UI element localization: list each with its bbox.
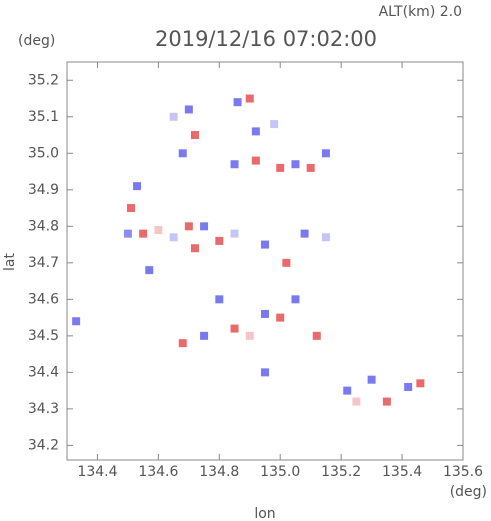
y-tick-label: 34.5 (28, 328, 59, 344)
echo-cell (245, 331, 254, 340)
y-tick-label: 35.0 (28, 145, 59, 161)
echo-cell (291, 295, 300, 304)
echo-cell (282, 258, 291, 267)
plot-frame (66, 61, 464, 461)
x-axis-label: lon (254, 506, 275, 521)
x-tick-label: 135.6 (443, 464, 483, 480)
echo-cell (200, 331, 209, 340)
echo-cell (184, 105, 193, 114)
echo-cell (312, 331, 321, 340)
echo-cell (215, 295, 224, 304)
echo-cell (133, 182, 142, 191)
echo-cell (154, 225, 163, 234)
echo-cell (200, 222, 209, 231)
x-tick-label: 134.8 (199, 464, 239, 480)
echo-cell (230, 229, 239, 238)
y-tick-label: 34.8 (28, 218, 59, 234)
echo-cell (184, 222, 193, 231)
altitude-label: ALT(km) 2.0 (379, 4, 462, 20)
echo-cell (291, 160, 300, 169)
echo-cell (251, 127, 260, 136)
echo-cell (178, 339, 187, 348)
y-tick-label: 34.6 (28, 291, 59, 307)
x-tick-label: 135.2 (321, 464, 361, 480)
echo-cell (321, 233, 330, 242)
echo-cell (367, 375, 376, 384)
echo-cell (169, 233, 178, 242)
echo-cell (416, 379, 425, 388)
echo-cell (145, 266, 154, 275)
echo-cell (123, 229, 132, 238)
echo-cell (382, 397, 391, 406)
y-tick-label: 34.7 (28, 255, 59, 271)
echo-cell (215, 236, 224, 245)
echo-cell (139, 229, 148, 238)
x-tick-label: 134.6 (138, 464, 178, 480)
y-tick-label: 35.2 (28, 72, 59, 88)
echo-cell (261, 368, 269, 377)
echo-cell (72, 317, 81, 326)
echo-cell (178, 149, 187, 158)
y-unit: (deg) (18, 33, 55, 49)
echo-cell (190, 131, 199, 140)
y-tick-label: 34.2 (28, 437, 59, 453)
chart-title: 2019/12/16 07:02:00 (155, 27, 377, 51)
echo-cell (404, 382, 413, 391)
echo-cell (233, 98, 242, 107)
echo-cell (169, 112, 178, 121)
echo-cell (343, 386, 352, 395)
y-tick-label: 34.9 (28, 182, 59, 198)
echo-cell (321, 149, 330, 158)
echo-cell (306, 163, 315, 172)
y-tick-label: 34.3 (28, 401, 59, 417)
echo-cell (126, 204, 135, 213)
echo-cell (261, 240, 269, 249)
x-unit: (deg) (450, 484, 487, 500)
echo-cell (245, 94, 254, 103)
echo-cell (230, 160, 239, 169)
echo-cell (230, 324, 239, 333)
y-tick-label: 34.4 (28, 364, 59, 380)
x-tick-label: 134.4 (77, 464, 117, 480)
y-axis-label: lat (2, 253, 18, 271)
y-tick-label: 35.1 (28, 109, 59, 125)
echo-cell (190, 244, 199, 253)
echo-cell (270, 120, 279, 129)
echo-cell (300, 229, 309, 238)
echo-cell (276, 313, 285, 322)
echo-cell (251, 156, 260, 165)
x-tick-label: 135.0 (260, 464, 300, 480)
echo-cell (261, 309, 269, 318)
echo-cell (352, 397, 361, 406)
x-tick-label: 135.4 (382, 464, 422, 480)
echo-cell (276, 163, 285, 172)
